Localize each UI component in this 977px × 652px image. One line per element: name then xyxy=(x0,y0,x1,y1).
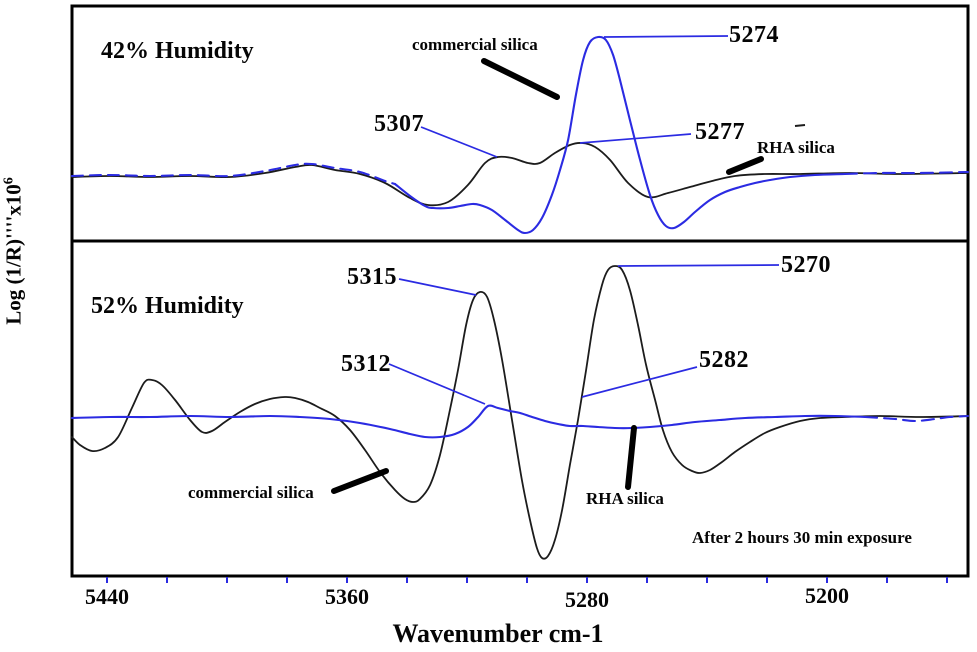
pointer-bottom-rha-silica xyxy=(625,425,637,490)
x-tick-label-5280: 5280 xyxy=(565,587,609,612)
leader-5315 xyxy=(398,278,477,296)
y-axis-title: Log (1/R)''''x106 xyxy=(2,177,27,325)
bottom-panel-humidity-label: 52% Humidity xyxy=(91,293,244,319)
y-axis-title-exponent: 6 xyxy=(1,177,17,185)
curve-bottom-RHA-silica xyxy=(70,404,867,439)
pointer-bottom-commercial-silica xyxy=(331,468,389,494)
curve-top-RHA-silica xyxy=(71,142,969,207)
bottom-commercial-silica-label: commercial silica xyxy=(188,483,314,502)
top-commercial-silica-label: commercial silica xyxy=(412,35,538,54)
x-tick-label-5440: 5440 xyxy=(85,584,129,609)
peak-label-5270: 5270 xyxy=(781,252,831,278)
curve-bottom-commercial-silica xyxy=(71,265,969,560)
curve-top-commercial-silica xyxy=(843,170,970,176)
exposure-note: After 2 hours 30 min exposure xyxy=(692,528,912,547)
leader-5277 xyxy=(579,133,692,144)
peak-label-5274: 5274 xyxy=(729,22,779,48)
leader-5282 xyxy=(581,366,698,398)
top-panel-humidity-label: 42% Humidity xyxy=(101,38,254,64)
plot-border xyxy=(70,4,970,578)
leader-5274 xyxy=(603,35,729,38)
bottom-rha-silica-label: RHA silica xyxy=(586,489,664,508)
peak-label-5307: 5307 xyxy=(374,111,424,137)
x-axis-title: Wavenumber cm-1 xyxy=(392,619,604,648)
leader-5307 xyxy=(420,126,498,158)
peak-label-5315: 5315 xyxy=(347,264,397,290)
pointer-top-rha-silica xyxy=(726,156,764,175)
peak-label-5282: 5282 xyxy=(699,347,749,373)
x-tick-label-5360: 5360 xyxy=(325,584,369,609)
leader-5270 xyxy=(617,264,780,267)
pointer-top-commercial-silica xyxy=(481,58,560,100)
curve-bottom-RHA-silica xyxy=(864,414,970,423)
x-tick-label-5200: 5200 xyxy=(805,583,849,608)
peak-label-5277: 5277 xyxy=(695,119,745,145)
curve-top-commercial-silica xyxy=(393,35,847,235)
top-rha-silica-label: RHA silica xyxy=(757,138,835,157)
dash-artifact xyxy=(794,124,806,127)
peak-label-5312: 5312 xyxy=(341,351,391,377)
leader-5312 xyxy=(388,363,486,405)
y-axis-title-text: Log (1/R)''''x10 xyxy=(1,184,26,325)
curve-top-commercial-silica xyxy=(70,162,397,186)
